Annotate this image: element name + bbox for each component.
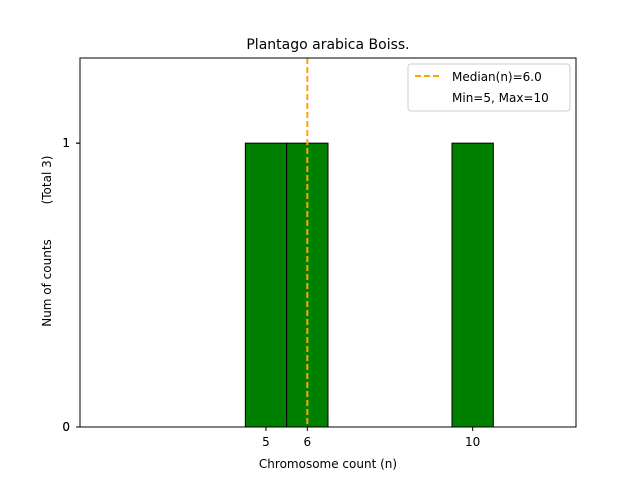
y-tick-label: 0 [62,420,70,434]
histogram-bar [451,142,494,428]
y-tick-label: 0 [62,420,70,434]
y-tick-label: 1 [62,136,70,150]
legend-box [407,63,571,112]
x-tick-label: 5 [262,435,270,449]
legend: Median(n)=6.0 Min=5, Max=10 [407,63,571,112]
bars-group [244,142,494,428]
legend-minmax-label: Min=5, Max=10 [452,91,549,105]
y-axis-label: Num of counts [40,239,54,327]
y-axis-total-label: (Total 3) [40,156,54,205]
histogram-bar [244,142,288,428]
legend-median-label: Median(n)=6.0 [452,70,542,84]
y-tick-label: 1 [62,136,70,150]
x-tick-label: 6 [304,435,312,449]
x-axis-label: Chromosome count (n) [259,457,397,471]
chart-title: Plantago arabica Boiss. [246,37,409,53]
plot-frame [79,57,577,428]
x-tick-label: 10 [465,435,480,449]
x-axis-ticks: 5 6 10 [262,427,480,449]
